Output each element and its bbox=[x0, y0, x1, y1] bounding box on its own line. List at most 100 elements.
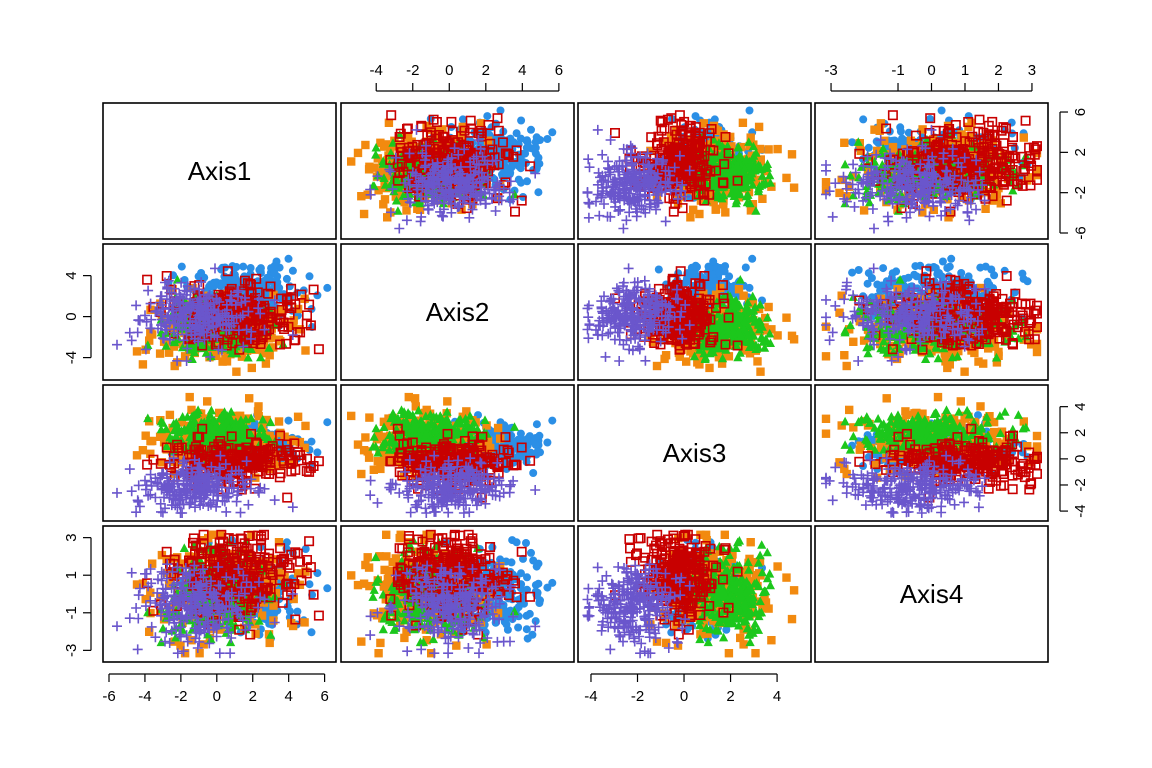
data-point bbox=[849, 201, 860, 212]
data-point bbox=[714, 138, 724, 147]
data-point bbox=[604, 164, 615, 175]
data-point bbox=[163, 275, 174, 286]
data-point bbox=[476, 127, 487, 138]
data-point bbox=[970, 137, 981, 148]
data-point bbox=[908, 174, 919, 185]
data-point bbox=[773, 144, 782, 154]
data-point bbox=[848, 138, 857, 147]
data-point bbox=[423, 172, 434, 183]
data-point bbox=[732, 195, 742, 205]
data-point bbox=[924, 211, 935, 222]
data-point bbox=[597, 149, 608, 160]
data-point bbox=[353, 148, 363, 158]
data-point bbox=[420, 184, 431, 195]
data-point bbox=[180, 328, 189, 338]
data-point bbox=[904, 128, 913, 137]
data-point bbox=[459, 144, 470, 155]
data-point bbox=[308, 284, 319, 295]
data-point bbox=[494, 180, 505, 191]
data-point bbox=[357, 192, 366, 201]
data-point bbox=[395, 128, 406, 139]
data-point bbox=[438, 125, 447, 134]
data-point bbox=[393, 141, 402, 151]
data-point bbox=[398, 191, 408, 200]
data-point bbox=[914, 204, 925, 215]
data-point bbox=[602, 211, 613, 222]
data-point bbox=[591, 196, 601, 207]
data-point bbox=[444, 137, 455, 148]
data-point bbox=[504, 187, 515, 198]
data-point bbox=[885, 148, 895, 159]
data-point bbox=[220, 272, 229, 281]
data-point bbox=[467, 204, 478, 215]
data-point bbox=[621, 180, 632, 191]
data-point bbox=[384, 118, 394, 127]
data-point bbox=[483, 136, 493, 145]
data-point bbox=[1028, 142, 1039, 153]
data-point bbox=[531, 143, 540, 152]
data-point bbox=[963, 117, 974, 127]
data-point bbox=[655, 115, 666, 126]
data-point bbox=[983, 120, 994, 131]
data-point bbox=[429, 165, 440, 176]
data-point bbox=[614, 193, 625, 204]
data-point bbox=[882, 184, 893, 195]
data-point bbox=[618, 143, 629, 154]
data-point bbox=[146, 305, 155, 314]
data-point bbox=[879, 169, 890, 180]
data-point bbox=[723, 141, 733, 150]
data-point bbox=[674, 110, 685, 121]
data-point bbox=[608, 176, 619, 187]
data-point bbox=[305, 272, 314, 281]
data-point bbox=[255, 339, 266, 350]
data-point bbox=[701, 188, 711, 197]
data-point bbox=[699, 195, 710, 206]
scatter-panel-axis2-vs-axis1 bbox=[102, 243, 337, 381]
data-point bbox=[621, 155, 632, 166]
data-point bbox=[361, 140, 370, 150]
data-point bbox=[660, 216, 671, 227]
data-point bbox=[753, 186, 764, 196]
data-point bbox=[594, 210, 605, 221]
data-point bbox=[510, 206, 521, 217]
data-point bbox=[420, 160, 431, 171]
data-point bbox=[269, 290, 278, 299]
data-point bbox=[278, 339, 288, 349]
data-point bbox=[864, 143, 873, 152]
data-point bbox=[189, 347, 199, 357]
data-point bbox=[582, 187, 593, 197]
data-point bbox=[426, 130, 437, 141]
data-point bbox=[936, 181, 947, 192]
data-point bbox=[304, 299, 315, 310]
data-point bbox=[471, 159, 482, 170]
data-point bbox=[523, 136, 531, 145]
data-point bbox=[145, 298, 156, 309]
data-point bbox=[508, 194, 519, 205]
data-point bbox=[243, 352, 253, 362]
data-point bbox=[627, 157, 637, 168]
data-point bbox=[295, 325, 305, 334]
data-point bbox=[379, 173, 389, 182]
data-point bbox=[201, 348, 211, 357]
data-point bbox=[893, 195, 904, 206]
data-point bbox=[686, 213, 695, 222]
data-point bbox=[218, 280, 227, 289]
data-point bbox=[595, 172, 605, 183]
data-point bbox=[850, 167, 861, 178]
data-point bbox=[944, 213, 953, 222]
data-point bbox=[169, 342, 179, 351]
data-point bbox=[514, 175, 523, 184]
data-point bbox=[396, 158, 407, 169]
data-point bbox=[387, 184, 398, 195]
data-point bbox=[246, 344, 256, 353]
data-point bbox=[695, 209, 704, 219]
data-point bbox=[1024, 153, 1035, 164]
data-point bbox=[665, 184, 676, 195]
data-point bbox=[900, 198, 911, 209]
data-point bbox=[650, 173, 661, 184]
data-point bbox=[962, 197, 973, 208]
data-point bbox=[402, 206, 411, 215]
data-point bbox=[164, 348, 174, 357]
data-point bbox=[502, 165, 511, 174]
data-point bbox=[956, 175, 967, 185]
